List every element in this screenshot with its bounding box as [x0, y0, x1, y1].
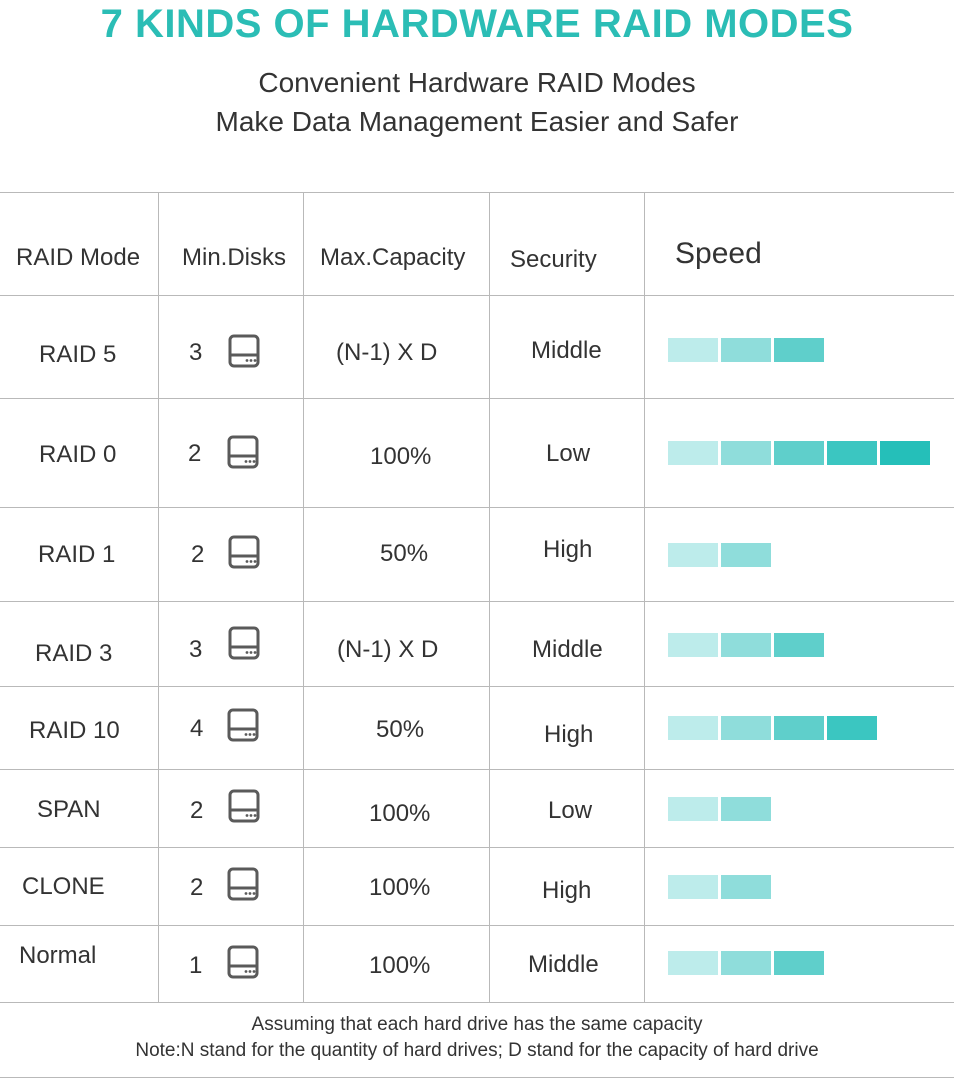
row-divider [0, 601, 954, 602]
row-security: High [543, 536, 593, 563]
row-min-disks: 2 [190, 797, 204, 824]
speed-segment [721, 338, 771, 362]
header-divider [0, 295, 954, 296]
speed-segment [827, 716, 877, 740]
page-title: 7 KINDS OF HARDWARE RAID MODES [100, 2, 854, 46]
speed-bar [668, 951, 824, 975]
hard-drive-icon [226, 434, 260, 470]
speed-segment [721, 716, 771, 740]
speed-bar [668, 338, 824, 362]
row-min-disks: 3 [189, 339, 203, 366]
column-divider [644, 192, 645, 1002]
row-security: Middle [532, 636, 603, 663]
header-max-capacity: Max.Capacity [320, 244, 466, 271]
hard-drive-icon [226, 866, 260, 902]
row-mode: RAID 1 [38, 541, 116, 568]
hard-drive-icon [227, 534, 261, 570]
speed-segment [880, 441, 930, 465]
row-security: Low [546, 440, 591, 467]
row-max-capacity: 50% [380, 540, 429, 567]
row-max-capacity: 100% [369, 800, 431, 827]
row-divider [0, 925, 954, 926]
row-divider [0, 847, 954, 848]
speed-bar [668, 716, 877, 740]
speed-segment [668, 797, 718, 821]
row-min-disks: 1 [189, 952, 203, 979]
speed-segment [827, 441, 877, 465]
speed-segment [668, 338, 718, 362]
column-divider [158, 192, 159, 1002]
row-mode: RAID 3 [35, 640, 113, 667]
row-divider [0, 507, 954, 508]
row-mode: Normal [19, 942, 97, 969]
row-security: High [544, 721, 594, 748]
subtitle-line-1: Convenient Hardware RAID Modes [258, 67, 696, 98]
speed-segment [774, 338, 824, 362]
row-min-disks: 2 [188, 440, 202, 467]
speed-segment [774, 951, 824, 975]
header-min-disks: Min.Disks [182, 244, 287, 271]
header-security: Security [510, 246, 597, 273]
hard-drive-icon [227, 333, 261, 369]
speed-segment [721, 875, 771, 899]
column-divider [489, 192, 490, 1002]
row-security: Low [548, 797, 593, 824]
hard-drive-icon [226, 707, 260, 743]
row-min-disks: 4 [190, 715, 204, 742]
row-min-disks: 2 [190, 874, 204, 901]
speed-bar [668, 797, 771, 821]
hard-drive-icon [227, 788, 261, 824]
row-max-capacity: (N-1) X D [336, 339, 438, 366]
speed-segment [668, 875, 718, 899]
row-min-disks: 3 [189, 636, 203, 663]
row-security: Middle [531, 337, 602, 364]
row-max-capacity: 100% [369, 874, 431, 901]
speed-segment [774, 441, 824, 465]
row-divider [0, 398, 954, 399]
speed-segment [721, 797, 771, 821]
speed-segment [774, 716, 824, 740]
speed-bar [668, 633, 824, 657]
row-mode: RAID 0 [39, 441, 117, 468]
speed-bar [668, 441, 930, 465]
speed-segment [668, 633, 718, 657]
row-max-capacity: 50% [376, 716, 425, 743]
row-divider [0, 686, 954, 687]
row-max-capacity: 100% [370, 443, 432, 470]
row-mode: RAID 10 [29, 717, 120, 744]
row-max-capacity: (N-1) X D [337, 636, 439, 663]
note-line-1: Assuming that each hard drive has the sa… [251, 1014, 703, 1035]
header-raid-mode: RAID Mode [16, 244, 141, 271]
hard-drive-icon [227, 625, 261, 661]
speed-segment [774, 633, 824, 657]
subtitle-line-2: Make Data Management Easier and Safer [215, 106, 739, 137]
row-security: High [542, 877, 592, 904]
speed-segment [721, 543, 771, 567]
speed-segment [668, 951, 718, 975]
speed-segment [668, 441, 718, 465]
table-bottom-border [0, 1002, 954, 1003]
speed-segment [721, 951, 771, 975]
speed-segment [668, 543, 718, 567]
speed-bar [668, 543, 771, 567]
speed-segment [721, 633, 771, 657]
note-bottom-border [0, 1077, 954, 1078]
row-mode: RAID 5 [39, 341, 117, 368]
speed-bar [668, 875, 771, 899]
hard-drive-icon [226, 944, 260, 980]
row-mode: SPAN [37, 796, 101, 823]
row-security: Middle [528, 951, 599, 978]
row-max-capacity: 100% [369, 952, 431, 979]
row-mode: CLONE [22, 873, 105, 900]
note-line-2: Note:N stand for the quantity of hard dr… [135, 1040, 819, 1061]
header-speed: Speed [675, 237, 762, 270]
row-divider [0, 769, 954, 770]
column-divider [303, 192, 304, 1002]
speed-segment [721, 441, 771, 465]
table-top-border [0, 192, 954, 193]
speed-segment [668, 716, 718, 740]
row-min-disks: 2 [191, 541, 205, 568]
